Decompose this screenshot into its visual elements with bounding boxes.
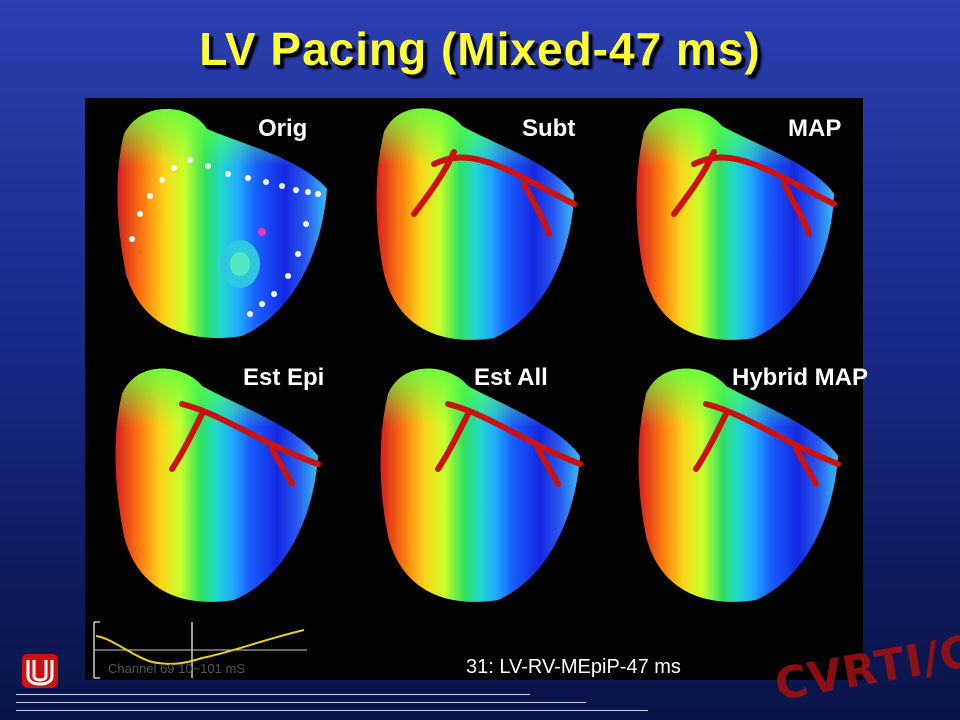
heart-map-est-all <box>380 368 583 602</box>
electrogram-trace <box>93 621 307 679</box>
label-est-all: Est All <box>474 364 548 391</box>
footer-rule-2 <box>16 702 586 703</box>
university-logo <box>22 654 58 688</box>
label-map: MAP <box>788 115 842 142</box>
figure-caption: 31: LV-RV-MEpiP-47 ms <box>466 656 681 678</box>
heart-map-subt <box>376 108 577 340</box>
trace-label: Channel 69 10~101 mS <box>108 661 245 676</box>
label-subt: Subt <box>522 115 576 142</box>
footer-rule-1 <box>16 694 530 695</box>
heart-map-orig <box>117 109 327 339</box>
heart-map-map <box>636 108 837 340</box>
footer-rule-3 <box>16 710 648 711</box>
heart-map-est-epi <box>115 368 321 602</box>
slide-title: LV Pacing (Mixed-47 ms) <box>199 23 761 75</box>
label-hybrid-map: Hybrid MAP <box>732 364 869 391</box>
heart-map-hybrid-map <box>638 368 841 602</box>
label-est-epi: Est Epi <box>243 364 325 391</box>
label-orig: Orig <box>258 115 308 142</box>
